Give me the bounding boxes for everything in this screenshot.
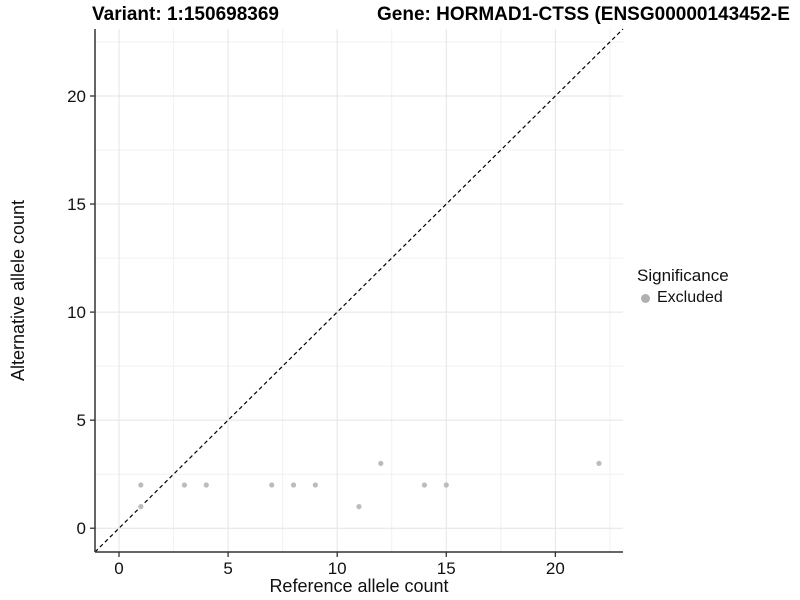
data-point xyxy=(290,482,297,488)
y-tick-label: 10 xyxy=(67,303,86,322)
data-point xyxy=(356,504,362,510)
data-point xyxy=(421,482,428,488)
y-tick-label: 15 xyxy=(67,195,86,214)
data-point xyxy=(203,482,209,488)
x-tick-label: 15 xyxy=(437,559,456,578)
y-tick-label: 0 xyxy=(77,519,86,538)
x-axis-title: Reference allele count xyxy=(269,576,448,596)
data-point xyxy=(378,460,384,466)
data-point xyxy=(443,482,449,488)
x-tick-label: 5 xyxy=(223,559,232,578)
data-point xyxy=(269,482,275,488)
data-point xyxy=(138,482,144,488)
legend-item-excluded: Excluded xyxy=(637,289,729,307)
x-tick-label: 10 xyxy=(328,559,347,578)
x-tick-label: 20 xyxy=(546,559,565,578)
legend-item-label: Excluded xyxy=(657,289,723,306)
data-point xyxy=(312,482,318,488)
y-axis-title: Alternative allele count xyxy=(8,200,28,381)
y-tick-label: 5 xyxy=(77,411,86,430)
variant-title: Variant: 1:150698369 xyxy=(92,4,279,25)
legend: Significance Excluded xyxy=(637,266,729,307)
data-point xyxy=(181,482,188,488)
identity-line xyxy=(94,28,624,553)
legend-title: Significance xyxy=(637,266,729,285)
x-tick-label: 0 xyxy=(114,559,123,578)
data-point xyxy=(596,460,602,466)
data-point xyxy=(138,504,144,510)
gene-title: Gene: HORMAD1-CTSS (ENSG00000143452-E xyxy=(377,4,790,25)
excluded-point-icon xyxy=(641,293,650,303)
y-tick-label: 20 xyxy=(67,87,86,106)
